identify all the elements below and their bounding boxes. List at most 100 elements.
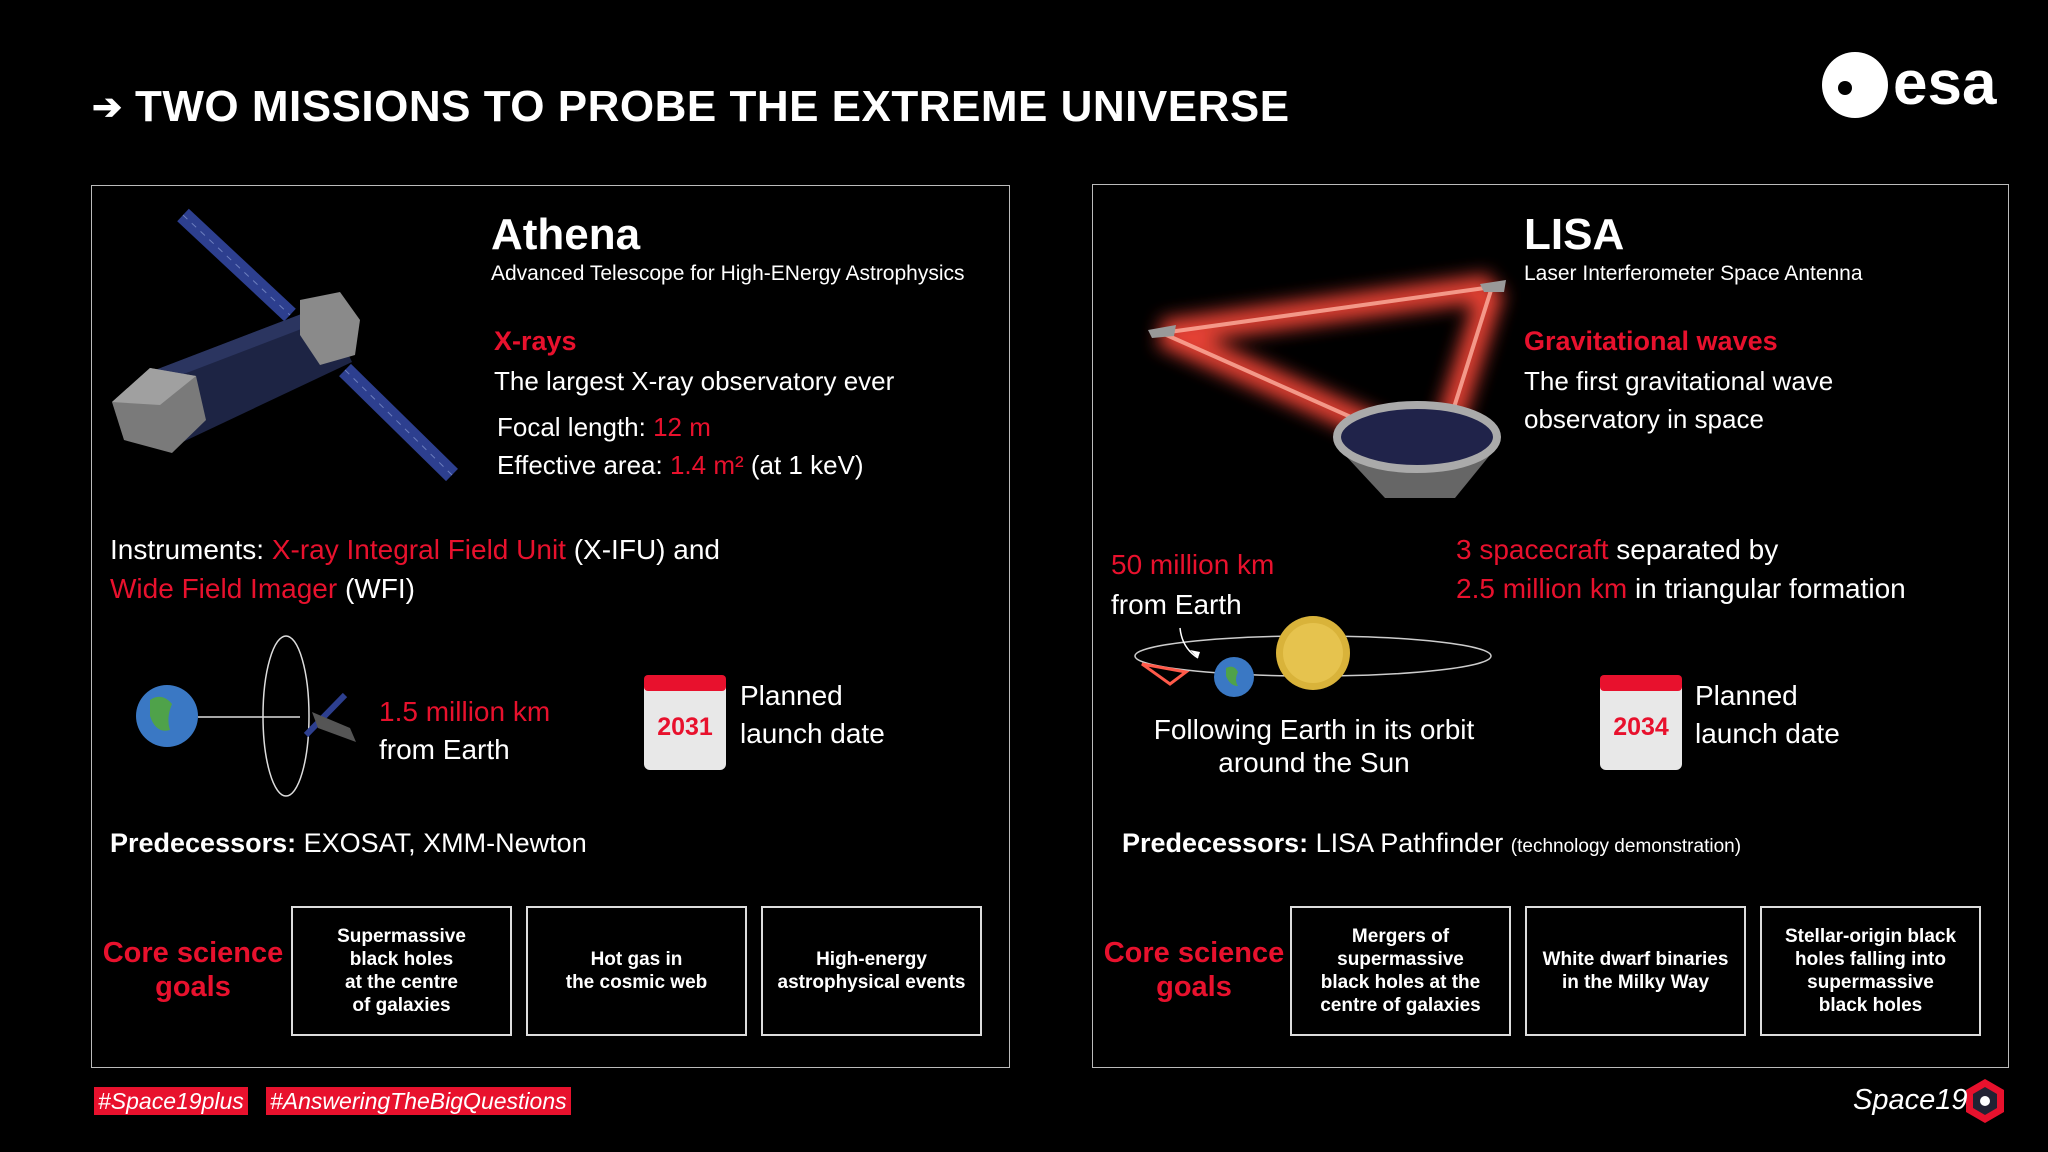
text-line: black holes at the [1321, 971, 1480, 994]
text: Following Earth in its orbit [1153, 714, 1475, 745]
text-line: 1.5 million km [379, 693, 550, 731]
text-segment: (X-IFU) and [565, 534, 720, 565]
launch-label: Planned launch date [1695, 677, 1840, 753]
text-line: Core science [1104, 936, 1285, 970]
text: launch date [1695, 718, 1840, 749]
highlight: X-ray Integral Field Unit [271, 534, 566, 565]
text-line: The first gravitational wave [1524, 362, 1833, 400]
text-segment: Effective area: [497, 450, 670, 480]
text-line: Mergers of [1352, 925, 1449, 948]
text-line: High-energy [816, 948, 927, 971]
text: in the Milky Way [1561, 972, 1710, 993]
text-line: Effective area: 1.4 m² (at 1 keV) [497, 446, 864, 484]
goal: White dwarf binaries in the Milky Way [1525, 906, 1746, 1036]
text-line: in the Milky Way [1562, 971, 1709, 994]
band-text: The largest X-ray observatory ever [494, 362, 894, 400]
band: Gravitational waves [1524, 326, 1778, 356]
text-line: Planned [740, 677, 885, 715]
text-line: launch date [740, 715, 885, 753]
text-segment: in triangular formation [1627, 573, 1906, 604]
mission-name: Athena [491, 210, 641, 259]
text-line: Following Earth in its orbit [1154, 713, 1475, 746]
text-line: Supermassive [337, 925, 466, 948]
predecessors: Predecessors: EXOSAT, XMM-Newton [110, 828, 587, 859]
text-line: Instruments: X-ray Integral Field Unit (… [110, 530, 720, 569]
mission-full-name: Laser Interferometer Space Antenna [1524, 262, 1863, 285]
text-segment: from Earth [1111, 589, 1242, 620]
text-segment: Focal length: [497, 412, 654, 442]
brand: Space19 [1853, 1084, 1968, 1116]
text: High-energy [816, 949, 927, 970]
band: X-rays [494, 326, 577, 356]
goals-label: Core science goals [1104, 936, 1285, 1004]
goal: Hot gas in the cosmic web [526, 906, 747, 1036]
text-line: Focal length: 12 m [497, 408, 864, 446]
launch-year: 2034 [1613, 713, 1669, 741]
text-line: from Earth [379, 731, 550, 769]
highlight: 3 spacecraft [1456, 534, 1609, 565]
text: around the Sun [1218, 747, 1410, 778]
text-line: observatory in space [1524, 400, 1833, 438]
predecessors-note: (technology demonstration) [1510, 836, 1742, 857]
text: astrophysical events [777, 972, 966, 993]
text: black holes [349, 949, 454, 970]
text-line: Wide Field Imager (WFI) [110, 569, 720, 608]
text: of galaxies [352, 995, 451, 1016]
highlight: 2.5 million km [1456, 573, 1628, 604]
highlight: 1.4 m² [669, 450, 744, 480]
text: supermassive [1337, 949, 1464, 970]
text-line: supermassive [1807, 971, 1934, 994]
goal: High-energy astrophysical events [761, 906, 982, 1036]
hashtag: #Space19plus [94, 1087, 248, 1115]
text: launch date [740, 718, 885, 749]
text-line: holes falling into [1795, 948, 1946, 971]
text: Core science [1103, 937, 1285, 969]
text-line: 2.5 million km in triangular formation [1456, 569, 1906, 608]
highlight: 12 m [653, 412, 711, 442]
athena-orbit [136, 635, 356, 797]
text: the cosmic web [565, 972, 708, 993]
lisa-orbit [1134, 616, 1492, 697]
launch-label: Planned launch date [740, 677, 885, 753]
mission-full-name: Advanced Telescope for High-ENergy Astro… [491, 262, 965, 285]
predecessors-label: Predecessors: [110, 828, 297, 858]
text-line: Core science [103, 936, 284, 970]
space19-badge [1966, 1079, 2004, 1123]
logo-dot [1838, 81, 1852, 95]
text-line: from Earth [1111, 585, 1274, 625]
text-segment: separated by [1608, 534, 1779, 565]
text-segment: Instruments: [110, 534, 272, 565]
athena-panel [91, 185, 1010, 1068]
text-line: the cosmic web [566, 971, 708, 994]
distance: 1.5 million km from Earth [379, 693, 550, 769]
logo-circle [1822, 52, 1888, 118]
text: black holes at the [1320, 972, 1481, 993]
text-line: 3 spacecraft separated by [1456, 530, 1906, 569]
text: Stellar-origin black [1784, 926, 1957, 947]
text: observatory in space [1524, 404, 1764, 434]
text-line: goals [103, 970, 284, 1004]
lisa-panel [1092, 184, 2009, 1068]
text: supermassive [1807, 972, 1934, 993]
details: Instruments: X-ray Integral Field Unit (… [110, 530, 720, 608]
highlight: Wide Field Imager [110, 573, 338, 604]
mission-name: LISA [1524, 210, 1625, 259]
text-line: The largest X-ray observatory ever [494, 362, 894, 400]
goal: Supermassive black holes at the centre of g… [291, 906, 512, 1036]
text: The largest X-ray observatory ever [494, 366, 895, 396]
distance: 50 million km from Earth [1111, 545, 1274, 625]
text: goals [1156, 971, 1232, 1003]
details: 3 spacecraft separated by 2.5 million km … [1456, 530, 1906, 608]
predecessors: Predecessors: LISA Pathfinder (technolog… [1122, 828, 1741, 859]
text-line: 50 million km [1111, 545, 1274, 585]
launch-year: 2031 [657, 713, 713, 741]
text-line: Hot gas in [591, 948, 683, 971]
text: at the centre [345, 972, 458, 993]
calendar-icons [644, 675, 1682, 770]
text-line: of galaxies [352, 994, 450, 1017]
text: Planned [740, 680, 843, 711]
text-line: goals [1104, 970, 1285, 1004]
highlight: 50 million km [1111, 549, 1275, 580]
